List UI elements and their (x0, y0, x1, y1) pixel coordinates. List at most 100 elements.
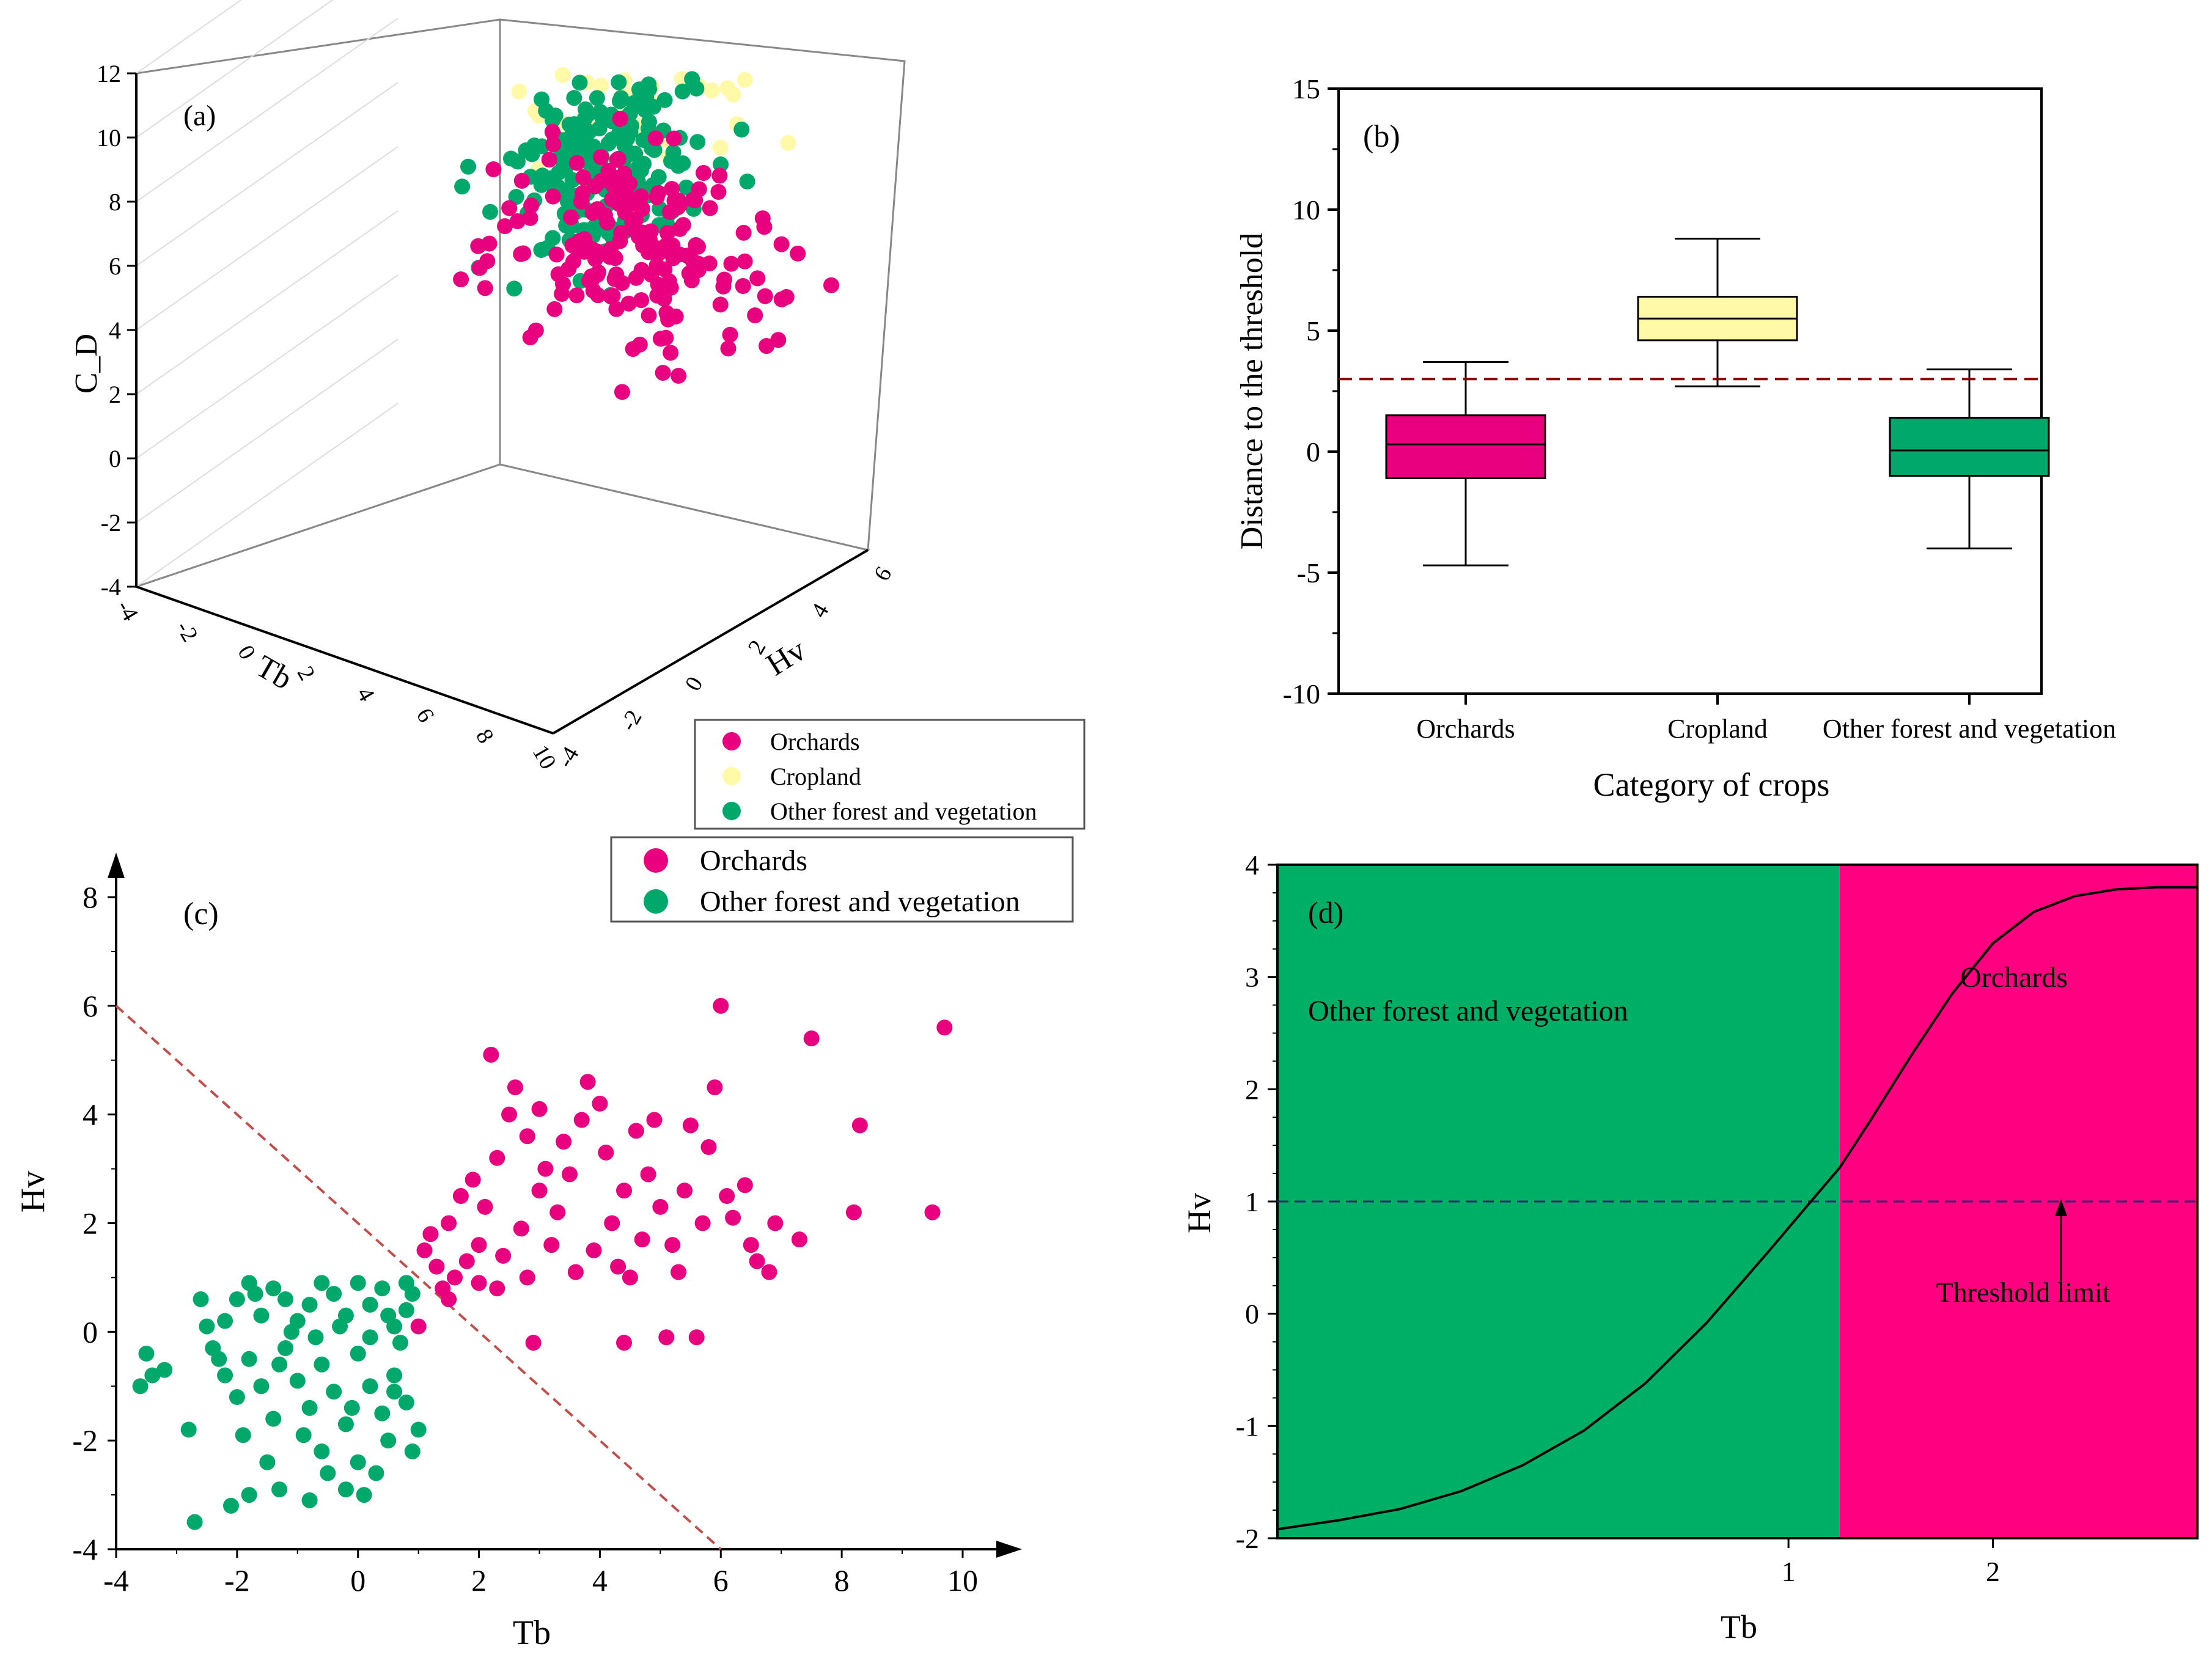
threshold-annotation: Threshold limit (1936, 1277, 2111, 1308)
region-label-forest: Other forest and vegetation (1308, 995, 1628, 1027)
point-forest (350, 1275, 366, 1291)
panel-b-label: (b) (1363, 119, 1400, 154)
plot-frame (1337, 87, 2043, 695)
point-orchards (749, 270, 766, 287)
point-orchards (723, 255, 740, 272)
point-forest (241, 1487, 257, 1503)
point-orchards (614, 275, 630, 291)
point-forest (398, 1275, 414, 1291)
category-label: Other forest and vegetation (1823, 714, 2116, 744)
point-orchards (519, 1128, 535, 1145)
annotation-arrow-head (2055, 1199, 2067, 1216)
point-orchards (702, 200, 718, 216)
point-orchards (568, 287, 585, 304)
point-forest (326, 1384, 342, 1400)
point-orchards (665, 250, 682, 266)
point-forest (534, 91, 549, 108)
point-orchards (719, 1188, 735, 1205)
category-label: Cropland (1667, 714, 1768, 744)
grid-line (136, 0, 242, 74)
z-tick-label: -4 (101, 573, 121, 601)
point-orchards (410, 1318, 427, 1335)
point-orchards (561, 1166, 578, 1183)
point-orchards (471, 260, 488, 276)
point-forest (320, 1465, 336, 1481)
x-tick-label: 8 (834, 1563, 850, 1597)
point-orchards (642, 232, 658, 248)
point-orchards (737, 1177, 753, 1194)
point-orchards (649, 287, 666, 304)
y-axis-title: Hv (14, 1171, 52, 1212)
panel-c-axes: -4 -2 0 2 4 6 8 10 -4 -2 0 2 4 6 8 (72, 853, 1022, 1597)
point-orchards (608, 301, 625, 317)
point-forest (392, 1335, 408, 1351)
y-tick-label: 8 (83, 880, 98, 914)
point-orchards (791, 1231, 807, 1248)
point-forest (337, 1481, 354, 1498)
point-forest (193, 1291, 209, 1307)
point-orchards (664, 1237, 681, 1253)
point-orchards (675, 217, 691, 233)
box-iqr (1889, 417, 2050, 477)
point-forest (156, 1362, 173, 1378)
x-tick-label: 0 (232, 641, 260, 664)
point-cropland (593, 78, 609, 94)
point-orchards (773, 236, 790, 252)
point-orchards (531, 1183, 548, 1199)
point-orchards (628, 270, 644, 286)
point-orchards (688, 1329, 705, 1346)
point-orchards (658, 329, 674, 346)
point-forest (404, 1443, 421, 1459)
point-orchards (610, 150, 626, 167)
point-forest (589, 90, 605, 106)
point-forest (241, 1351, 257, 1367)
point-forest (386, 1384, 403, 1400)
panel-c-legend: Orchards Other forest and vegetation (610, 836, 1074, 923)
point-forest (362, 1329, 378, 1346)
point-forest (199, 1318, 215, 1335)
point-orchards (670, 199, 686, 216)
y-tick-label: 0 (1306, 436, 1320, 468)
y-tick-label: -2 (1236, 1523, 1259, 1554)
point-forest (326, 1286, 342, 1302)
point-orchards (694, 1215, 711, 1231)
y-tick-label: 4 (1245, 849, 1259, 881)
point-orchards (598, 1144, 614, 1161)
panel-d-threshold-curve: -2 -1 0 1 2 3 4 1 2 Threshold limit (d) Other fo… (1181, 849, 2199, 1645)
point-orchards (522, 329, 538, 346)
point-orchards (588, 243, 604, 259)
point-forest (289, 1373, 306, 1389)
point-orchards (543, 1237, 560, 1253)
grid-line (136, 146, 399, 331)
point-orchards (587, 178, 603, 194)
y-tick-label: 4 (83, 1098, 98, 1132)
y-tick-label: 1 (1245, 1186, 1259, 1217)
point-orchards (616, 1335, 632, 1351)
point-orchards (622, 175, 638, 192)
point-forest (350, 1454, 366, 1470)
point-forest (344, 1399, 360, 1416)
legend-marker-orchards (644, 848, 668, 873)
point-orchards (761, 1264, 777, 1280)
x-tick-label: 6 (713, 1563, 729, 1597)
panel-a-grid (136, 0, 399, 587)
point-forest (283, 1324, 299, 1340)
point-forest (253, 1307, 270, 1324)
point-orchards (652, 1198, 669, 1215)
point-forest (630, 163, 646, 179)
point-orchards (531, 1101, 548, 1117)
point-orchards (575, 169, 592, 186)
point-cropland (511, 83, 527, 100)
point-orchards (715, 278, 732, 295)
point-orchards (509, 213, 526, 229)
point-forest (368, 1465, 384, 1481)
box-forest (1889, 368, 2050, 549)
point-orchards (633, 292, 650, 309)
point-forest (689, 134, 706, 150)
point-forest (314, 1356, 330, 1373)
threshold-curve (1277, 886, 2197, 1531)
panel-b-y-ticks: -10 -5 0 5 10 15 (1283, 73, 1339, 710)
point-orchards (770, 332, 787, 348)
point-orchards (759, 338, 775, 354)
